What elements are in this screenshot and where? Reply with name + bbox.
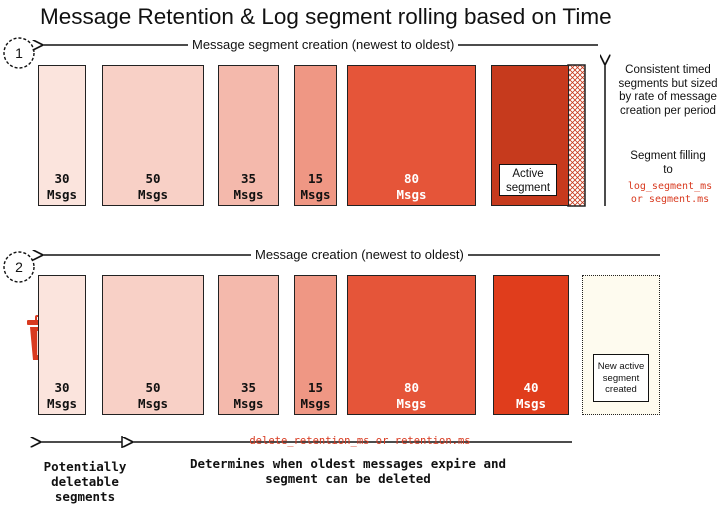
segment-count: 80 [403, 380, 420, 395]
segment-count: 80 [403, 171, 420, 186]
active-segment-label: Active segment [499, 164, 557, 196]
segment-config-1: log_segment_ms [627, 181, 713, 192]
new-segment-label: New active segment created [593, 354, 649, 402]
segment-3: 35 Msgs [218, 275, 279, 415]
segment-2: 50 Msgs [102, 65, 204, 206]
segment-unit: Msgs [515, 396, 547, 411]
segment-unit: Msgs [396, 187, 427, 202]
step-1-arrow-label: Message segment creation (newest to olde… [188, 37, 459, 52]
expire-line-1: Determines when oldest messages expire a… [189, 456, 507, 471]
segment-5: 80 Msgs [347, 275, 476, 415]
segment-3: 35 Msgs [218, 65, 279, 206]
segment-unit: Msgs [233, 187, 264, 202]
step-1-circle [3, 37, 35, 69]
retention-config-label: delete_retention_ms or retention.ms [249, 435, 471, 447]
segment-unit: Msgs [46, 187, 78, 202]
expire-line-2: segment can be deleted [265, 471, 431, 486]
active-segment: Active segment [491, 65, 569, 206]
segment-count: 15 [307, 171, 324, 186]
step-1-number: 1 [15, 45, 23, 61]
segment-count: 30 [54, 171, 70, 186]
segment-count: 35 [240, 380, 257, 395]
segment-6: 40 Msgs [493, 275, 569, 415]
step-2-arrow-label: Message creation (newest to oldest) [251, 247, 468, 262]
segment-unit: Msgs [137, 396, 169, 411]
step-2-number: 2 [15, 259, 23, 275]
segment-unit: Msgs [396, 396, 427, 411]
segment-unit: Msgs [300, 187, 331, 202]
page-title: Message Retention & Log segment rolling … [40, 4, 612, 29]
segment-unit: Msgs [137, 187, 169, 202]
segment-1: 30 Msgs [38, 65, 86, 206]
segment-count: 15 [307, 380, 324, 395]
segment-count: 50 [145, 380, 161, 395]
segment-unit: Msgs [300, 396, 331, 411]
deletable-label: Potentially deletable segments [43, 459, 127, 504]
side-note: Consistent timed segments but sized by r… [618, 64, 718, 117]
segment-unit: Msgs [233, 396, 264, 411]
deletable-segment-1: 30 Msgs [38, 275, 86, 415]
segment-5: 80 Msgs [347, 65, 476, 206]
segment-unit: Msgs [46, 396, 78, 411]
segment-count: 35 [240, 171, 257, 186]
segment-4: 15 Msgs [294, 65, 337, 206]
new-active-segment: New active segment created [582, 275, 660, 415]
segment-count: 40 [523, 380, 539, 395]
segment-count: 30 [54, 380, 70, 395]
segment-config-2: or segment.ms [630, 194, 710, 205]
segment-2: 50 Msgs [102, 275, 204, 415]
step-2-circle [3, 251, 35, 283]
active-segment-filling [567, 64, 586, 207]
filling-label: Segment filling to [630, 150, 706, 176]
segment-count: 50 [145, 171, 161, 186]
segment-4: 15 Msgs [294, 275, 337, 415]
